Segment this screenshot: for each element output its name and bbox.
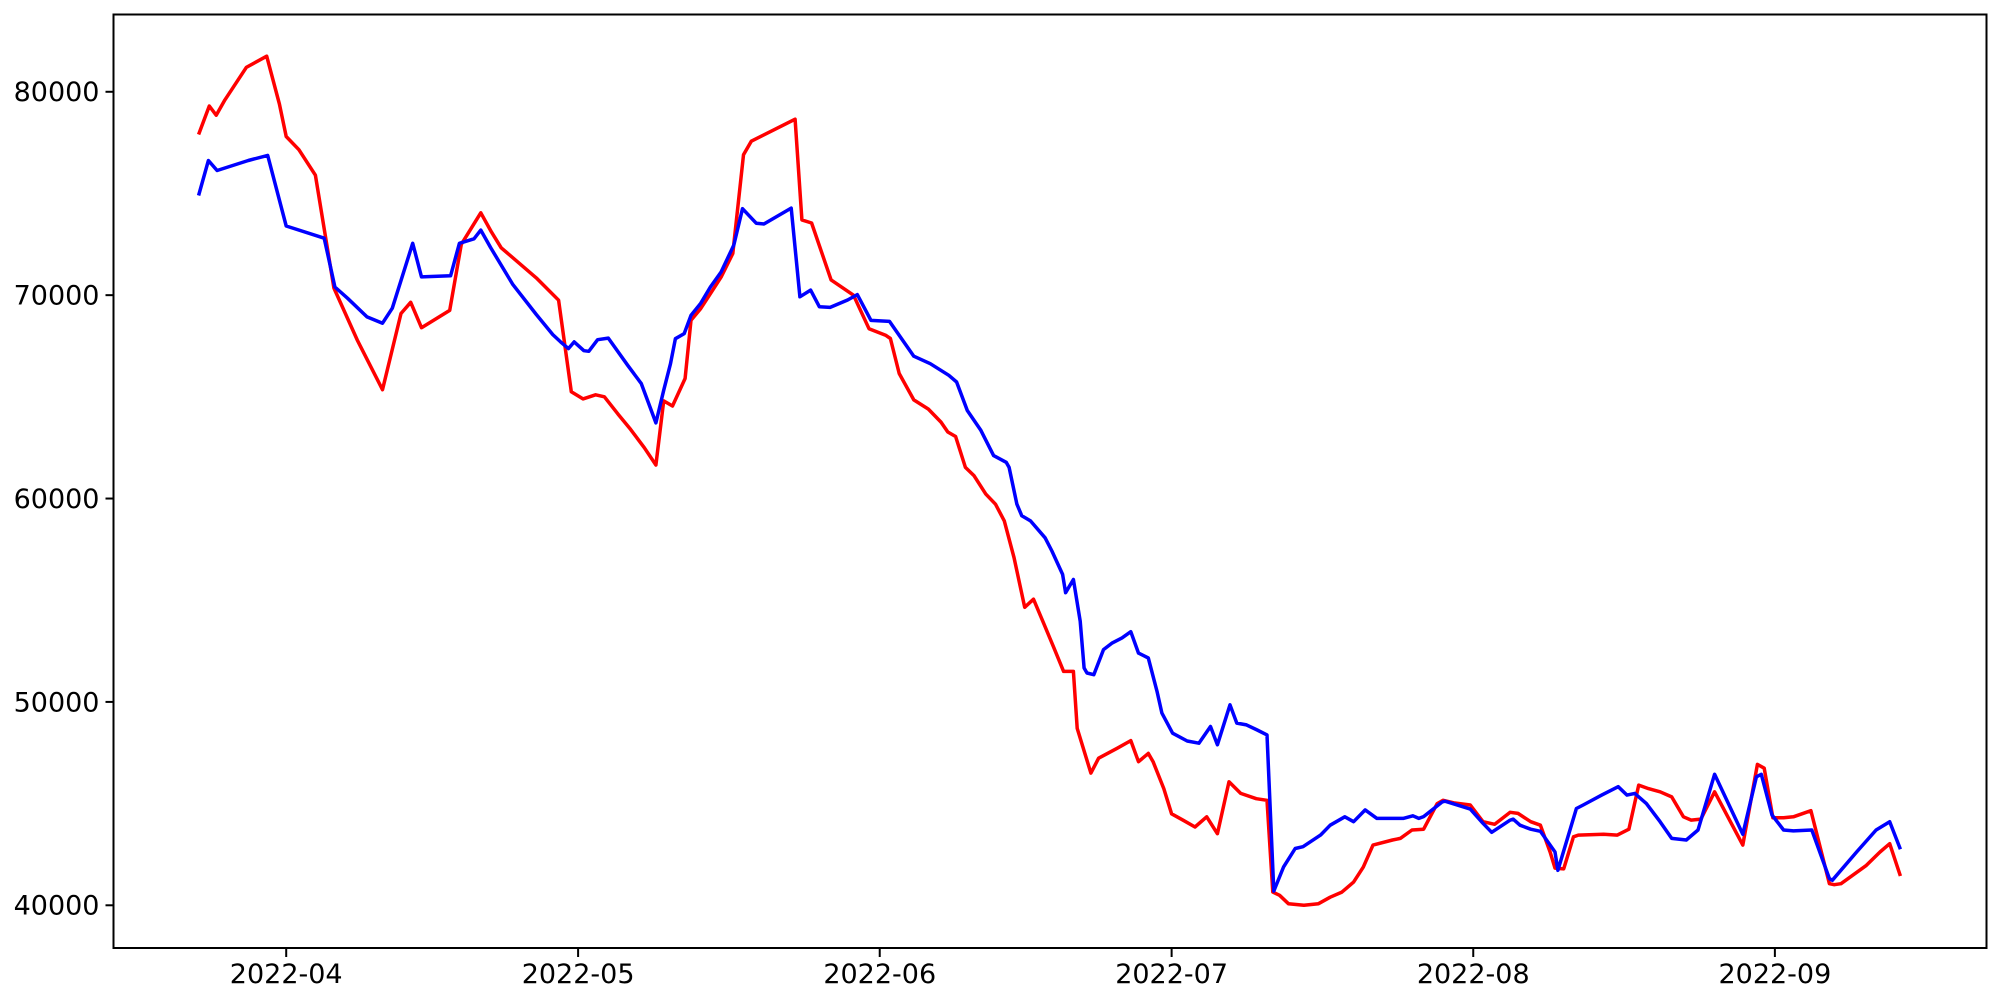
- plot-border: [112, 13, 1988, 949]
- x-tick-label: 2022-07: [1115, 959, 1228, 990]
- x-tick-label: 2022-06: [823, 959, 936, 990]
- y-tick-label: 70000: [14, 281, 100, 312]
- x-tick-label: 2022-08: [1417, 959, 1530, 990]
- x-axis: 2022-04 2022-05 2022-06 2022-07 2022-08 2022-…: [230, 948, 1831, 990]
- y-axis: 40000 50000 60000 70000 80000: [14, 77, 114, 922]
- plot-area: [113, 14, 1987, 948]
- blue-series-line: [196, 153, 1903, 893]
- y-tick-label: 80000: [14, 77, 100, 108]
- y-tick-label: 40000: [14, 891, 100, 922]
- y-tick-label: 50000: [14, 687, 100, 718]
- x-tick-label: 2022-05: [522, 959, 635, 990]
- red-series-line: [196, 54, 1903, 908]
- x-tick-label: 2022-04: [230, 959, 343, 990]
- x-tick-label: 2022-09: [1718, 959, 1831, 990]
- y-tick-label: 60000: [14, 484, 100, 515]
